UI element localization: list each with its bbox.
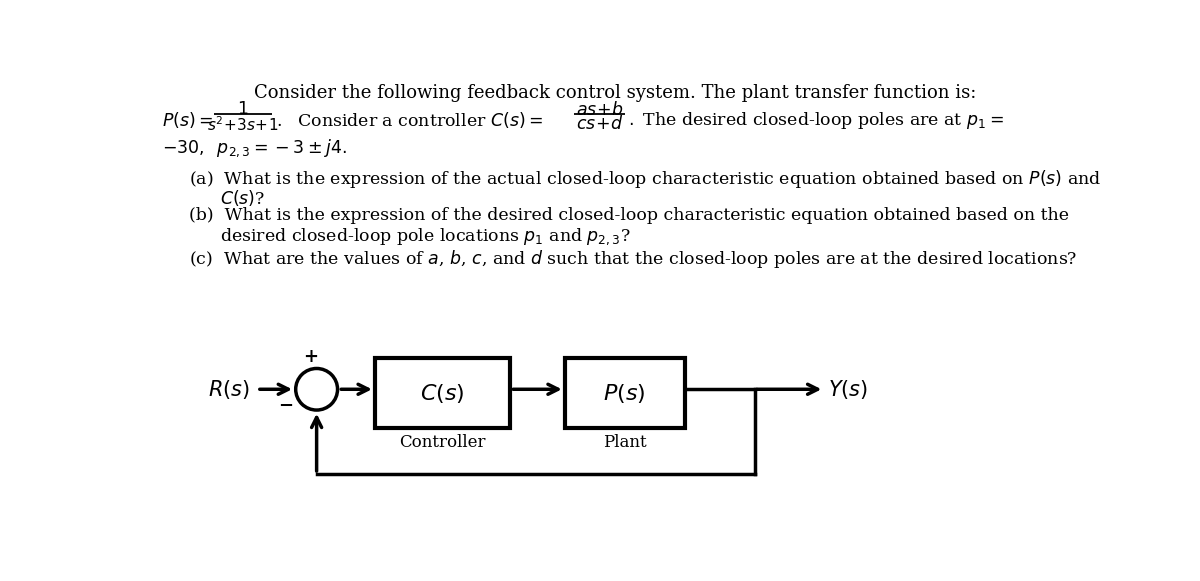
Text: +: + — [302, 348, 318, 366]
Text: desired closed-loop pole locations $p_1$ and $p_{2,3}$?: desired closed-loop pole locations $p_1$… — [220, 226, 630, 246]
Text: $cs\!+\!d$: $cs\!+\!d$ — [576, 115, 623, 133]
Text: $s^2\!+\!3s\!+\!1$: $s^2\!+\!3s\!+\!1$ — [208, 115, 278, 134]
Text: Controller: Controller — [400, 434, 486, 451]
Text: $C(s)$?: $C(s)$? — [220, 188, 265, 207]
Text: $.$ The desired closed-loop poles are at $p_1 =$: $.$ The desired closed-loop poles are at… — [628, 110, 1004, 131]
Text: $P(s)$: $P(s)$ — [604, 382, 646, 404]
Text: . $\;$ Consider a controller $C(s) =$: . $\;$ Consider a controller $C(s) =$ — [276, 110, 542, 130]
Text: Consider the following feedback control system. The plant transfer function is:: Consider the following feedback control … — [254, 84, 976, 102]
Text: $-30,\;\; p_{2,3} = -3 \pm j4.$: $-30,\;\; p_{2,3} = -3 \pm j4.$ — [162, 138, 347, 159]
Text: (c)  What are the values of $a$, $b$, $c$, and $d$ such that the closed-loop pol: (c) What are the values of $a$, $b$, $c$… — [188, 248, 1078, 270]
Text: −: − — [278, 397, 293, 415]
Text: $Y(s)$: $Y(s)$ — [828, 378, 869, 401]
Text: $R(s)$: $R(s)$ — [208, 378, 250, 401]
Text: $P(s) =$: $P(s) =$ — [162, 110, 212, 130]
Text: (a)  What is the expression of the actual closed-loop characteristic equation ob: (a) What is the expression of the actual… — [188, 168, 1102, 191]
Text: $C(s)$: $C(s)$ — [420, 382, 464, 404]
Text: $as\!+\!b$: $as\!+\!b$ — [576, 101, 623, 119]
Bar — [565, 358, 685, 428]
Text: Plant: Plant — [602, 434, 647, 451]
Bar — [374, 358, 510, 428]
Text: (b)  What is the expression of the desired closed-loop characteristic equation o: (b) What is the expression of the desire… — [188, 207, 1069, 224]
Text: $1$: $1$ — [238, 101, 248, 117]
